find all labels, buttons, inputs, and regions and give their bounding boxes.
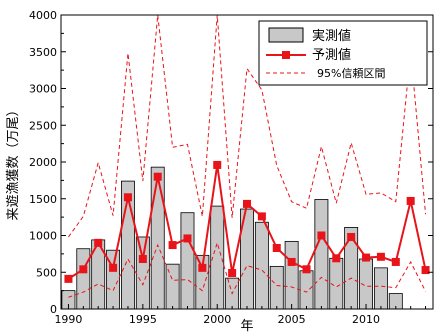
confidence-interval-series	[68, 14, 427, 298]
bar	[314, 199, 329, 310]
bar	[180, 212, 195, 310]
bar	[284, 240, 299, 310]
predicted-point	[376, 252, 385, 261]
legend-predicted-marker	[282, 51, 290, 59]
bar	[269, 265, 284, 310]
y-tick-label: 3000	[29, 83, 57, 96]
y-tick-label: 1000	[29, 230, 57, 243]
predicted-point	[332, 254, 341, 263]
x-tick-label: 1995	[129, 313, 157, 326]
x-tick-label: 2005	[278, 313, 306, 326]
predicted-point	[317, 231, 326, 240]
interval-upper-line	[68, 14, 427, 238]
legend: 実測値 予測値 95%信頼区間	[258, 20, 428, 86]
legend-label-interval: 95%信頼区間	[317, 67, 385, 80]
bar	[76, 248, 91, 310]
x-tick-label: 2000	[203, 313, 231, 326]
bar	[373, 267, 388, 310]
predicted-point	[302, 265, 311, 274]
predicted-point	[213, 160, 222, 169]
y-tick-label: 2000	[29, 156, 57, 169]
y-tick-label: 3500	[29, 46, 57, 59]
predicted-point	[198, 263, 207, 272]
x-axis-label: 年	[240, 319, 253, 333]
y-axis: 0 500 1000 1500 2000 2500 3000 3500 4000	[29, 9, 433, 316]
predicted-point	[272, 244, 281, 252]
y-tick-label: 1500	[29, 193, 57, 206]
predicted-point	[123, 193, 132, 202]
predicted-point	[287, 257, 296, 266]
predicted-point	[391, 257, 400, 266]
predicted-point	[257, 212, 266, 221]
bar	[165, 263, 180, 310]
predicted-point	[406, 196, 415, 205]
predicted-point	[228, 268, 237, 277]
legend-label-observed: 実測値	[312, 28, 351, 44]
predicted-point	[79, 265, 88, 274]
bar	[254, 221, 269, 310]
y-tick-label: 4000	[29, 9, 57, 22]
x-tick-label: 2010	[352, 313, 380, 326]
y-axis-label: 来遊漁獲数（万尾）	[6, 103, 21, 220]
predicted-point	[183, 234, 192, 243]
legend-label-predicted: 予測値	[312, 47, 351, 63]
y-tick-label: 0	[50, 303, 57, 316]
predicted-point	[168, 241, 177, 250]
predicted-point	[64, 274, 73, 283]
legend-bar-swatch	[268, 27, 304, 43]
y-tick-label: 500	[36, 266, 57, 279]
y-tick-label: 2500	[29, 119, 57, 132]
predicted-series	[64, 160, 430, 283]
x-tick-label: 1990	[54, 313, 82, 326]
predicted-point	[421, 266, 430, 275]
predicted-point	[243, 199, 251, 208]
predicted-point	[362, 253, 371, 262]
predicted-point	[109, 263, 118, 272]
predicted-point	[153, 172, 162, 181]
predicted-point	[347, 232, 356, 241]
predicted-point	[138, 255, 147, 264]
predicted-point	[94, 238, 103, 247]
bar	[299, 270, 314, 310]
x-axis: 1990 1995 2000 2005 2010	[54, 304, 427, 326]
bar	[150, 166, 165, 310]
